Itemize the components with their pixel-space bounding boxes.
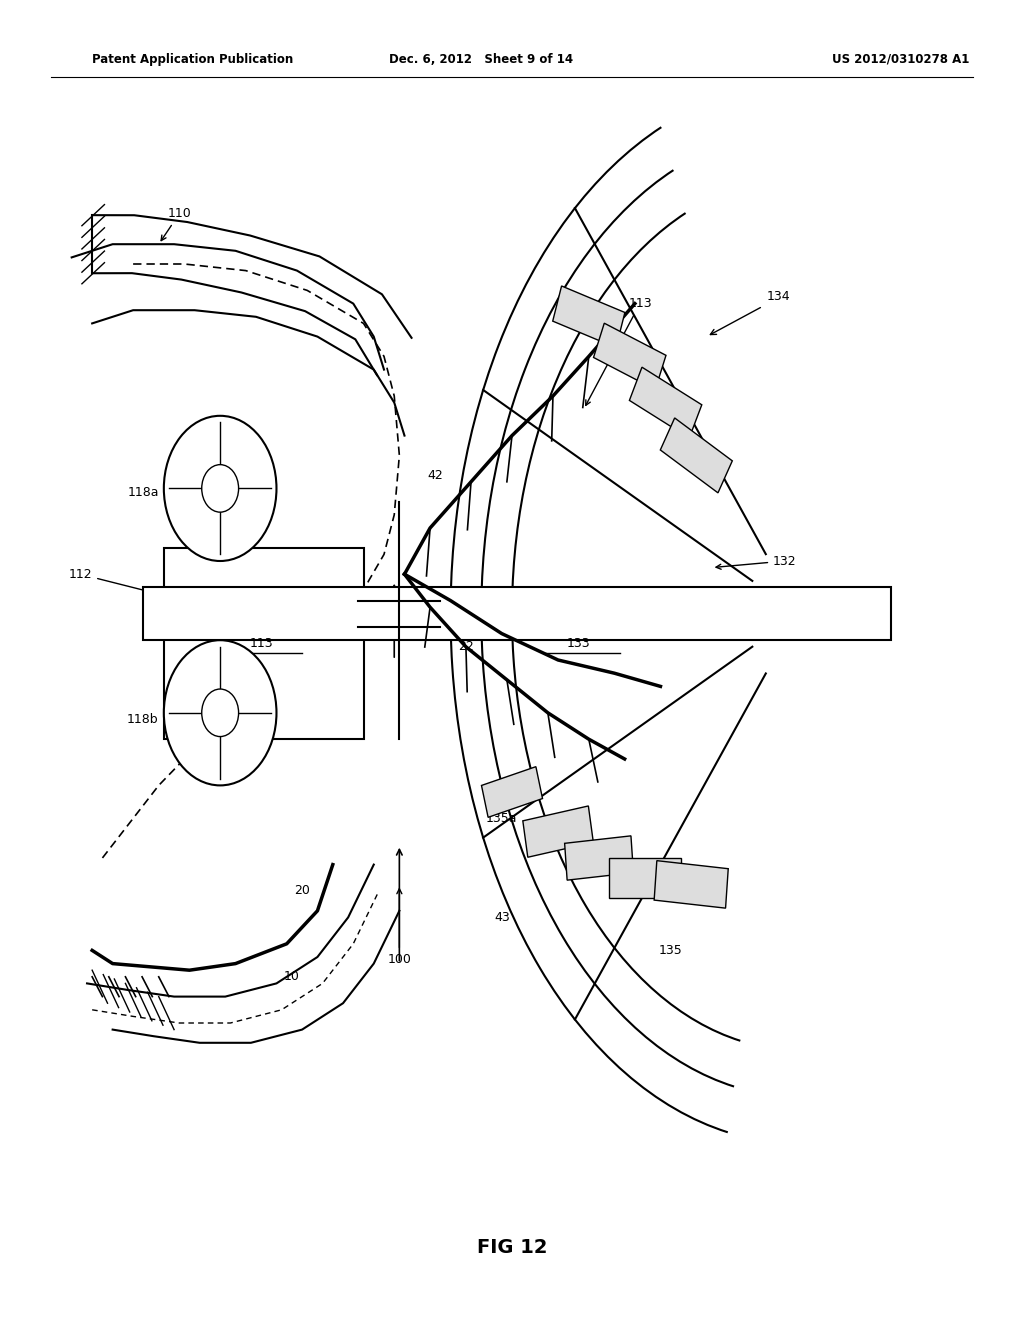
Text: 118a: 118a — [127, 486, 159, 499]
Bar — [564, 836, 634, 880]
Bar — [143, 587, 891, 640]
Bar — [481, 767, 543, 817]
Circle shape — [202, 689, 239, 737]
Text: Patent Application Publication: Patent Application Publication — [92, 53, 294, 66]
Text: 135: 135 — [658, 944, 683, 957]
Text: 20: 20 — [294, 884, 310, 898]
Bar — [594, 323, 666, 389]
Text: 112: 112 — [69, 568, 155, 594]
Text: 118b: 118b — [127, 713, 159, 726]
Text: 22: 22 — [458, 640, 474, 653]
Text: 135a: 135a — [486, 812, 517, 825]
Text: 134: 134 — [766, 290, 791, 304]
Text: 10: 10 — [284, 970, 300, 983]
Text: US 2012/0310278 A1: US 2012/0310278 A1 — [833, 53, 970, 66]
Text: 132: 132 — [716, 554, 797, 569]
Bar — [609, 858, 681, 898]
Text: 42: 42 — [427, 469, 443, 482]
Bar — [523, 807, 593, 857]
Text: 113: 113 — [586, 297, 652, 405]
Text: 24: 24 — [358, 594, 374, 607]
Text: 110: 110 — [161, 207, 191, 240]
Text: Dec. 6, 2012   Sheet 9 of 14: Dec. 6, 2012 Sheet 9 of 14 — [389, 53, 573, 66]
Bar — [654, 861, 728, 908]
Bar — [630, 367, 701, 438]
Text: 100: 100 — [387, 888, 412, 966]
Circle shape — [202, 465, 239, 512]
Bar — [660, 418, 732, 492]
Text: 133: 133 — [566, 638, 591, 649]
Text: 113: 113 — [249, 638, 273, 649]
Circle shape — [164, 640, 276, 785]
Bar — [164, 548, 364, 739]
Text: FIG 12: FIG 12 — [477, 1238, 547, 1257]
Bar — [553, 286, 625, 347]
Circle shape — [164, 416, 276, 561]
Text: 43: 43 — [494, 911, 510, 924]
